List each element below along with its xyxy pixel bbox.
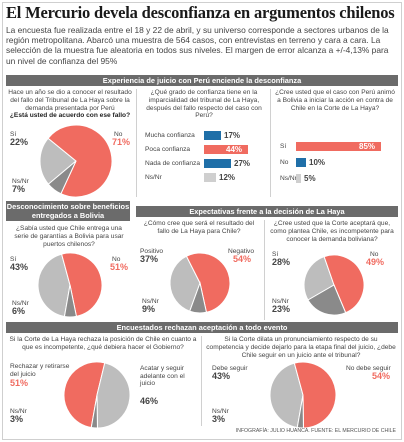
- bar-s-: [296, 142, 381, 151]
- bar-ns-nr: [296, 174, 301, 183]
- bar-value: 27%: [234, 159, 251, 168]
- q7-ns-value: 3%: [10, 414, 24, 424]
- q2-question: ¿Qué grado de confianza tiene en la impa…: [146, 89, 262, 120]
- q4-si-label: Sí: [10, 256, 17, 263]
- bar-value: 5%: [304, 174, 316, 183]
- pie-slice-s-: [39, 137, 77, 185]
- q4-no-label: No: [112, 256, 121, 263]
- q7-accept-value: 46%: [140, 396, 159, 406]
- q7-question: Si la Corte de La Haya rechaza la posici…: [9, 336, 197, 351]
- pie-slice-no: [60, 252, 103, 317]
- pie-slice-debe-seguir: [269, 362, 304, 429]
- q6-ns-label: Ns/Nr: [272, 298, 289, 305]
- bar-ns-nr: [204, 173, 216, 182]
- bar-value: 12%: [219, 173, 236, 182]
- pie-chart-q1: [39, 124, 113, 198]
- q8-ns-label: Ns/Nr: [212, 408, 229, 415]
- bar-label: Ns/Nr: [280, 175, 297, 182]
- bar-label: Nada de confianza: [145, 160, 200, 167]
- q4-ns-value: 6%: [12, 306, 26, 316]
- q6-no-value: 49%: [366, 257, 385, 267]
- bar-value: 44%: [226, 145, 243, 154]
- q6-no-label: No: [370, 251, 379, 258]
- q7-accept-label: Acatar y seguir adelante con el juicio: [140, 365, 185, 388]
- q8-si-label: Debe seguir: [212, 365, 248, 372]
- headline: El Mercurio devela desconfianza en argum…: [6, 3, 395, 22]
- q5-ns-label: Ns/Nr: [142, 298, 159, 305]
- bar-value: 85%: [359, 142, 376, 151]
- pie-slice-ns-nr: [307, 284, 347, 316]
- q6-si-label: Sí: [272, 251, 279, 258]
- q6-si-value: 28%: [272, 257, 291, 267]
- q4-ns-label: Ns/Nr: [12, 300, 29, 307]
- pie-slice-positivo: [169, 255, 201, 312]
- credit: INFOGRAFÍA: JULIO HUANCA. FUENTE: EL MER…: [235, 428, 396, 434]
- bar-no: [296, 158, 306, 167]
- pie-chart-q8: [269, 361, 337, 429]
- q1-question: Hace un año se dio a conocer el resultad…: [8, 89, 132, 120]
- section-3-title: Expectativas frente a la decisión de La …: [136, 206, 398, 217]
- divider: [201, 336, 202, 426]
- pie-chart-q7: [63, 361, 131, 429]
- q7-ns-label: Ns/Nr: [10, 408, 27, 415]
- bar-label: No: [280, 159, 289, 166]
- pie-slice-ns-nr: [63, 284, 78, 318]
- q8-ns-value: 3%: [212, 414, 226, 424]
- pie-slice-ns-nr: [90, 394, 98, 429]
- pie-slice-no: [47, 124, 113, 198]
- q6-question: ¿Cree usted que la Corte aceptará que, c…: [270, 220, 394, 243]
- pie-slice-s-: [37, 253, 71, 318]
- bar-poca-confianza: [204, 145, 248, 154]
- section-4-title: Encuestados rechazan aceptación a todo e…: [6, 322, 398, 333]
- q5-no-label: Negativo: [228, 248, 255, 255]
- bar-mucha-confianza: [204, 131, 221, 140]
- q6-ns-value: 23%: [272, 304, 291, 314]
- pie-slice-negativo: [185, 252, 231, 313]
- q7-reject-value: 51%: [10, 378, 29, 388]
- bar-label: Sí: [280, 143, 287, 150]
- pie-chart-q6: [303, 254, 365, 316]
- divider: [270, 89, 271, 197]
- q8-si-value: 43%: [212, 371, 231, 381]
- pie-slice-ns-nr: [189, 281, 208, 314]
- q1-si-value: 22%: [10, 137, 29, 147]
- q1-no-value: 71%: [112, 137, 131, 147]
- q5-si-value: 37%: [140, 254, 159, 264]
- q4-no-value: 51%: [110, 262, 129, 272]
- q1-ns-label: Ns/Nr: [12, 178, 29, 185]
- q8-question: Si la Corte dilata un pronunciamiento re…: [206, 336, 396, 359]
- q4-si-value: 43%: [10, 262, 29, 272]
- q1-ns-value: 7%: [12, 184, 26, 194]
- pie-slice-no: [323, 254, 365, 314]
- bar-label: Poca confianza: [145, 146, 191, 153]
- pie-slice-acatar-y-seguir-adelante-con-el-juicio: [96, 362, 131, 429]
- section-2-title: Desconocimiento sobre beneficios entrega…: [6, 201, 130, 221]
- q5-question: ¿Cómo cree que será el resultado del fal…: [143, 220, 255, 235]
- pie-slice-no-debe-seguir: [293, 361, 337, 429]
- q3-question: ¿Cree usted que el caso con Perú animó a…: [275, 89, 395, 112]
- divider: [264, 220, 265, 320]
- bar-label: Mucha confianza: [145, 132, 195, 139]
- intro-text: La encuesta fue realizada entre el 18 y …: [6, 25, 389, 66]
- q5-no-value: 54%: [233, 254, 252, 264]
- q1-no-label: No: [114, 131, 123, 138]
- pie-slice-ns-nr: [47, 160, 77, 195]
- q5-ns-value: 9%: [142, 304, 156, 314]
- bar-label: Ns/Nr: [145, 174, 162, 181]
- divider: [136, 89, 137, 197]
- pie-chart-q4: [37, 252, 103, 318]
- pie-chart-q5: [169, 252, 231, 314]
- pie-slice-ns-nr: [296, 394, 304, 429]
- section-1-title: Experiencia de juicio con Perú enciende …: [6, 75, 398, 86]
- bar-value: 17%: [224, 131, 241, 140]
- q1-si-label: Sí: [10, 131, 17, 138]
- q8-no-value: 54%: [372, 371, 391, 381]
- bar-value: 10%: [309, 158, 326, 167]
- q8-no-label: No debe seguir: [346, 365, 391, 372]
- q4-question: ¿Sabía usted que Chile entrega una serie…: [14, 225, 124, 248]
- bar-nada-de-confianza: [204, 159, 231, 168]
- pie-slice-rechazar-y-retirarse-del-juicio: [63, 361, 106, 429]
- q5-si-label: Positivo: [140, 248, 164, 255]
- q7-reject-label: Rechazar y retirarse del juicio: [10, 363, 70, 378]
